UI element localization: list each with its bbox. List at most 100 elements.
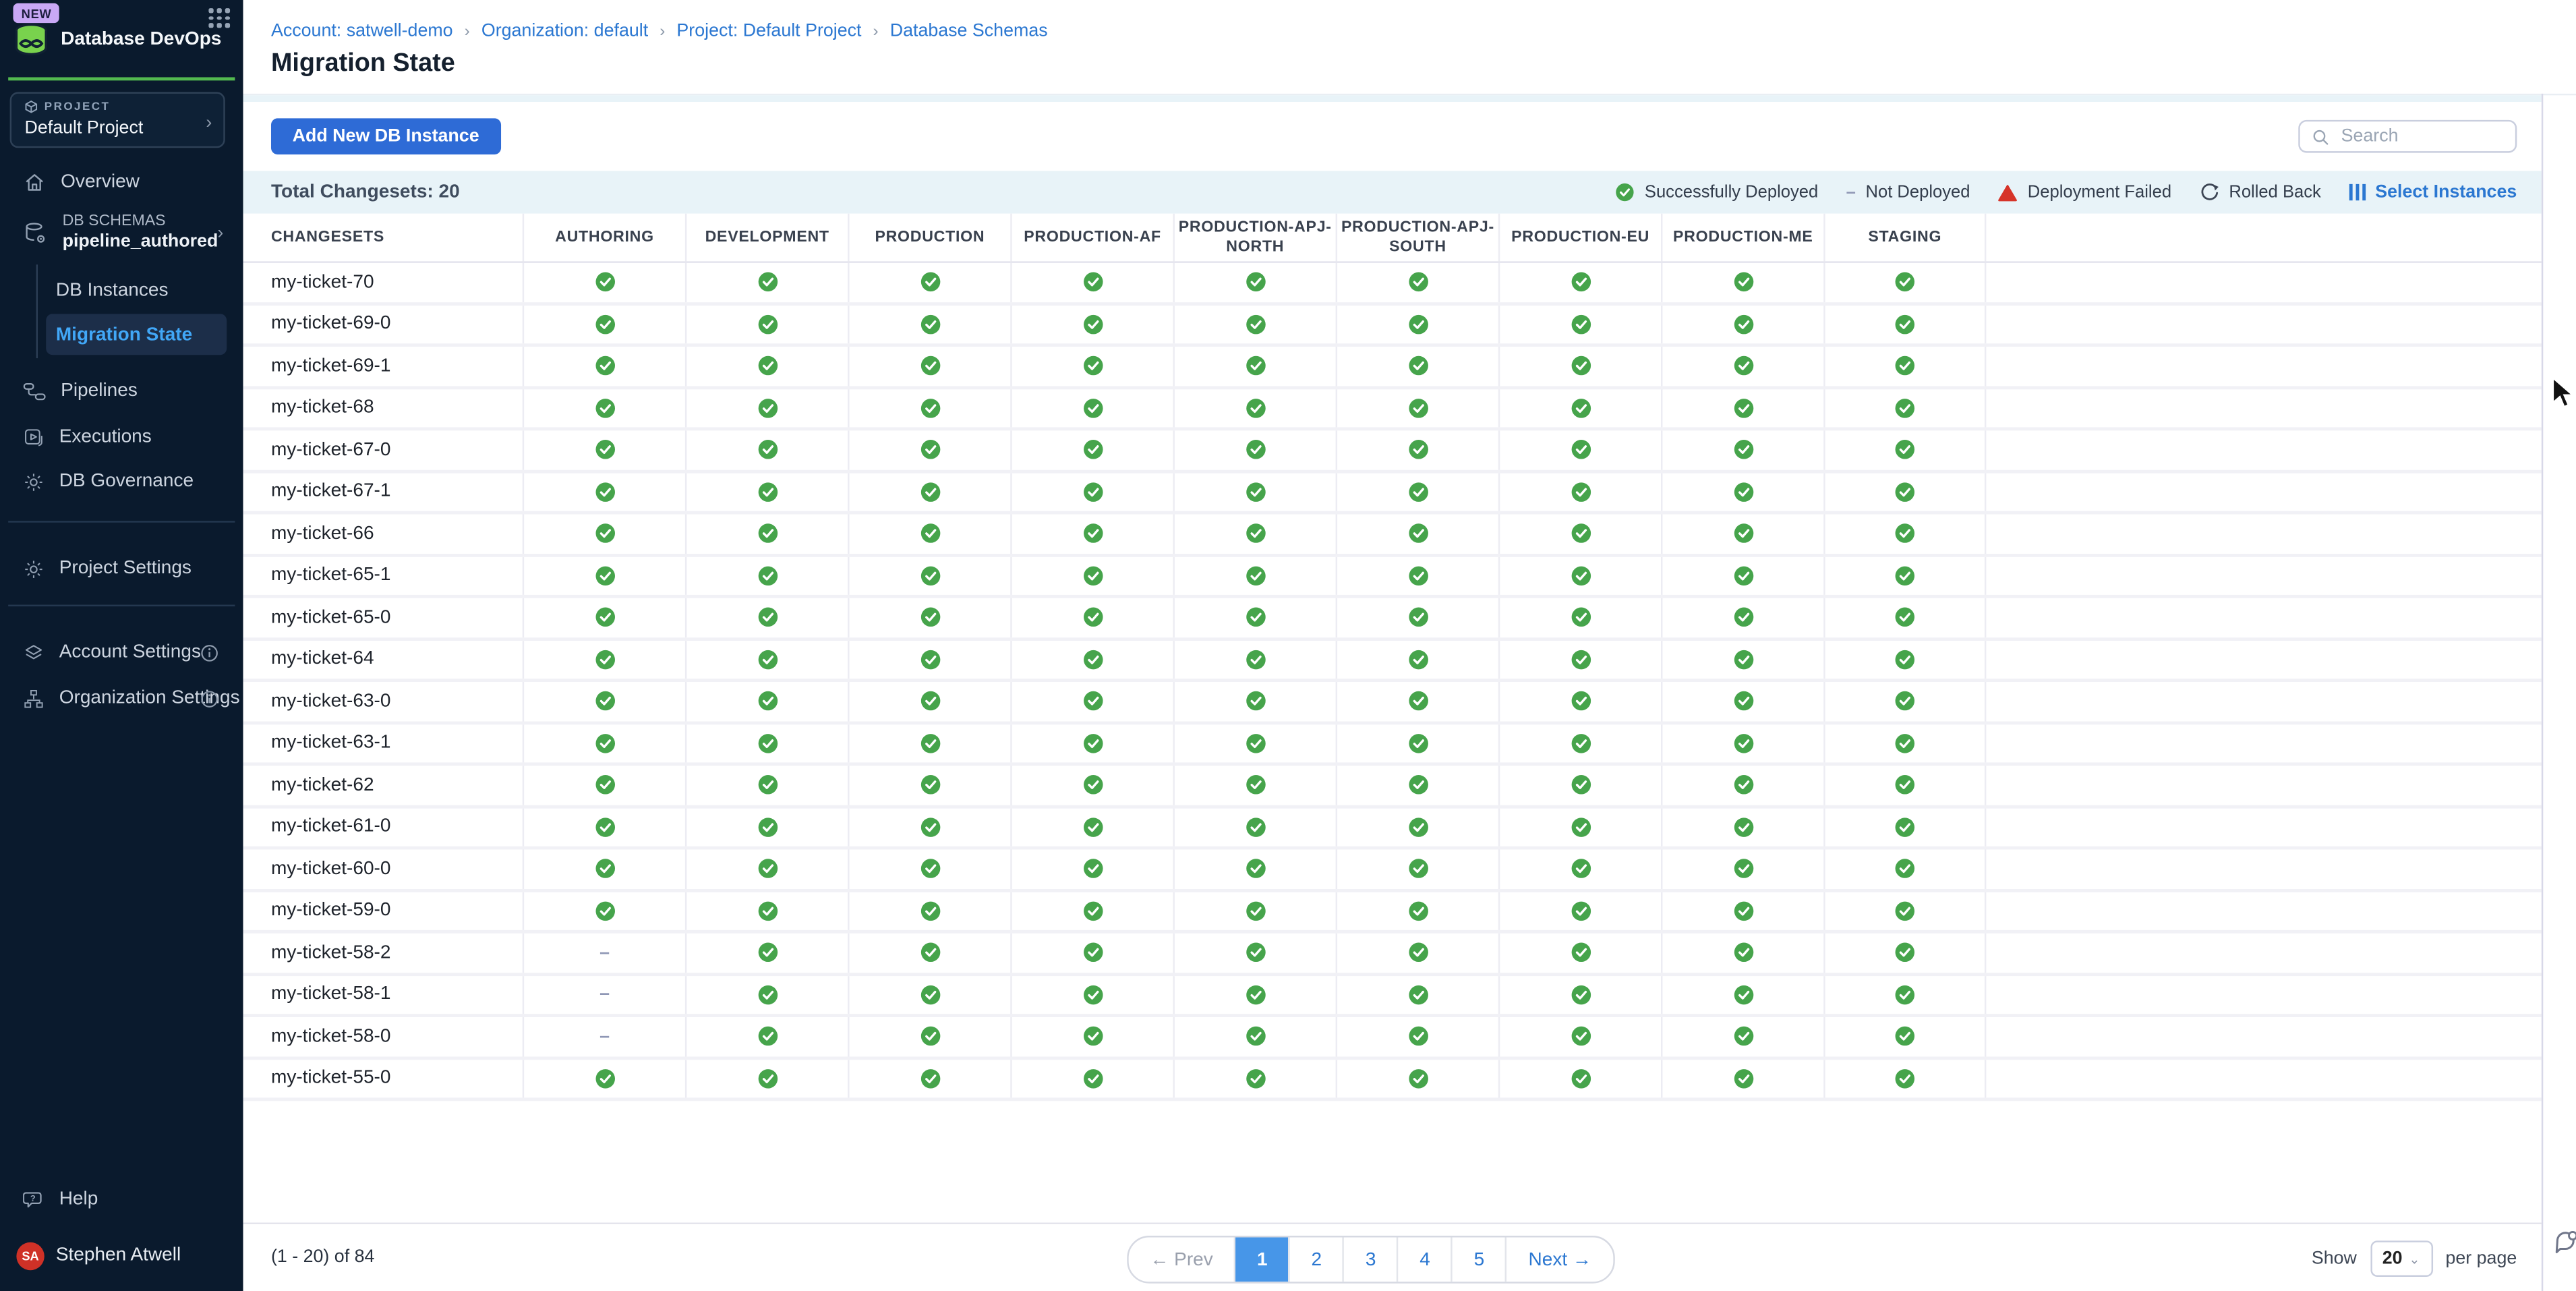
- success-check-icon: [919, 858, 941, 880]
- success-check-icon: [1407, 649, 1429, 670]
- page-button-5[interactable]: 5: [1453, 1237, 1506, 1282]
- success-check-icon: [1894, 691, 1916, 712]
- info-icon[interactable]: [200, 643, 218, 662]
- success-check-icon: [757, 314, 778, 335]
- search-input[interactable]: [2338, 125, 2500, 148]
- breadcrumb-project[interactable]: Project: Default Project: [676, 22, 861, 41]
- status-deployed-cell: [848, 766, 1010, 804]
- sidebar-item-label: DB Instances: [56, 281, 169, 301]
- success-check-icon: [594, 481, 616, 503]
- sidebar-item-project-settings[interactable]: Project Settings: [0, 552, 243, 585]
- success-check-icon: [757, 733, 778, 754]
- chevron-right-icon: ›: [206, 113, 212, 133]
- sidebar-item-pipelines[interactable]: Pipelines: [0, 374, 243, 407]
- changeset-name: my-ticket-58-0: [243, 1017, 523, 1056]
- result-range: (1 - 20) of 84: [271, 1247, 374, 1267]
- page-button-1[interactable]: 1: [1236, 1237, 1290, 1282]
- success-check-icon: [1894, 816, 1916, 838]
- status-deployed-cell: [1173, 682, 1335, 720]
- success-check-icon: [1082, 355, 1103, 377]
- success-check-icon: [919, 439, 941, 461]
- success-check-icon: [1570, 565, 1591, 586]
- status-deployed-cell: [1336, 682, 1498, 720]
- success-check-icon: [919, 565, 941, 586]
- project-selector[interactable]: PROJECT Default Project ›: [10, 92, 225, 148]
- breadcrumb-organization[interactable]: Organization: default: [481, 22, 648, 41]
- dash-icon: –: [599, 1027, 610, 1046]
- sidebar-item-organization-settings[interactable]: Organization Settings: [0, 682, 243, 715]
- success-check-icon: [1082, 607, 1103, 629]
- sidebar-item-db-schemas[interactable]: DB SCHEMAS pipeline_authored ›: [0, 207, 243, 260]
- support-chat-icon[interactable]: [2553, 1229, 2576, 1255]
- sidebar-item-migration-state[interactable]: Migration State: [46, 314, 227, 355]
- success-check-icon: [919, 774, 941, 796]
- status-deployed-cell: [1661, 515, 1823, 553]
- success-check-icon: [757, 355, 778, 377]
- add-new-db-instance-button[interactable]: Add New DB Instance: [271, 118, 500, 154]
- select-instances-button[interactable]: Select Instances: [2349, 182, 2517, 202]
- migration-table-header: CHANGESETS AUTHORING DEVELOPMENT PRODUCT…: [243, 214, 2542, 263]
- success-check-icon: [1082, 858, 1103, 880]
- status-deployed-cell: [523, 515, 685, 553]
- success-check-icon: [757, 439, 778, 461]
- status-deployed-cell: [685, 389, 848, 427]
- success-check-icon: [1894, 355, 1916, 377]
- status-deployed-cell: [1173, 598, 1335, 637]
- status-deployed-cell: [1173, 1059, 1335, 1097]
- status-deployed-cell: [1336, 598, 1498, 637]
- success-check-icon: [594, 607, 616, 629]
- success-check-icon: [594, 439, 616, 461]
- success-check-icon: [594, 565, 616, 586]
- page-button-4[interactable]: 4: [1399, 1237, 1453, 1282]
- page-button-3[interactable]: 3: [1345, 1237, 1399, 1282]
- info-icon[interactable]: [200, 689, 218, 708]
- success-check-icon: [594, 649, 616, 670]
- app-switcher-icon[interactable]: [208, 8, 230, 28]
- status-deployed-cell: [848, 724, 1010, 762]
- page-size-dropdown[interactable]: 20 ⌄: [2370, 1240, 2432, 1277]
- toolbar: Add New DB Instance: [243, 102, 2542, 171]
- success-check-icon: [1082, 565, 1103, 586]
- changeset-name: my-ticket-66: [243, 515, 523, 553]
- success-check-icon: [919, 1026, 941, 1048]
- status-deployed-cell: [1498, 430, 1661, 469]
- sidebar-item-executions[interactable]: Executions: [0, 421, 243, 454]
- status-deployed-cell: [1498, 556, 1661, 595]
- success-check-icon: [757, 984, 778, 1006]
- breadcrumb-account[interactable]: Account: satwell-demo: [271, 22, 453, 41]
- svg-text:?: ?: [30, 1193, 36, 1203]
- status-deployed-cell: [1823, 347, 1986, 385]
- sidebar-item-overview[interactable]: Overview: [0, 166, 243, 199]
- sidebar-item-help[interactable]: ? Help: [0, 1183, 243, 1216]
- success-check-icon: [757, 858, 778, 880]
- success-check-icon: [594, 523, 616, 544]
- status-deployed-cell: [1498, 515, 1661, 553]
- app-title: Database DevOps: [61, 30, 221, 49]
- success-check-icon: [757, 1026, 778, 1048]
- status-deployed-cell: [685, 598, 848, 637]
- sidebar-item-label: Help: [59, 1190, 98, 1209]
- breadcrumb-database-schemas[interactable]: Database Schemas: [890, 22, 1048, 41]
- success-check-icon: [1407, 523, 1429, 544]
- success-check-icon: [757, 481, 778, 503]
- status-deployed-cell: [685, 724, 848, 762]
- table-row: my-ticket-63-0: [243, 682, 2542, 724]
- sidebar-item-db-governance[interactable]: DB Governance: [0, 465, 243, 498]
- sidebar-item-account-settings[interactable]: Account Settings: [0, 636, 243, 669]
- prev-page-button[interactable]: ← Prev: [1129, 1237, 1236, 1282]
- next-page-button[interactable]: Next →: [1507, 1237, 1613, 1282]
- success-check-icon: [1407, 733, 1429, 754]
- search-box[interactable]: [2298, 120, 2517, 153]
- status-deployed-cell: [685, 934, 848, 972]
- status-deployed-cell: [1336, 472, 1498, 511]
- table-row: my-ticket-59-0: [243, 892, 2542, 934]
- page-button-2[interactable]: 2: [1290, 1237, 1344, 1282]
- sidebar-item-db-instances[interactable]: DB Instances: [56, 276, 169, 306]
- table-row: my-ticket-63-1: [243, 724, 2542, 766]
- changeset-name: my-ticket-69-0: [243, 305, 523, 343]
- success-check-icon: [1732, 314, 1754, 335]
- success-check-icon: [919, 314, 941, 335]
- success-check-icon: [1570, 272, 1591, 293]
- status-deployed-cell: [1661, 263, 1823, 302]
- user-menu[interactable]: SA Stephen Atwell: [0, 1239, 243, 1272]
